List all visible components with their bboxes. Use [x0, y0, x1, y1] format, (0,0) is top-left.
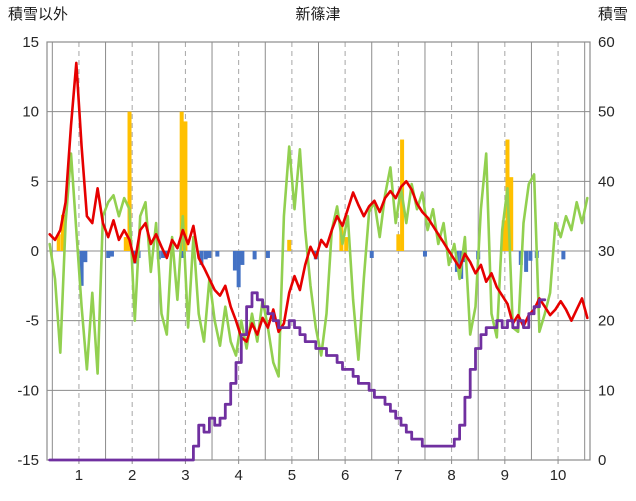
- svg-text:7: 7: [394, 467, 402, 484]
- svg-text:10: 10: [598, 382, 615, 399]
- left-axis-title: 積雪以外: [8, 6, 69, 23]
- svg-text:4: 4: [234, 467, 242, 484]
- svg-text:-10: -10: [17, 382, 39, 399]
- svg-text:6: 6: [341, 467, 349, 484]
- chart-title: 新篠津: [295, 6, 341, 23]
- svg-text:0: 0: [31, 243, 39, 260]
- svg-text:5: 5: [31, 173, 39, 190]
- svg-text:30: 30: [598, 243, 615, 260]
- svg-text:0: 0: [598, 452, 606, 469]
- right-axis-title: 積雪: [597, 6, 628, 23]
- svg-text:10: 10: [550, 467, 567, 484]
- svg-text:15: 15: [22, 34, 39, 51]
- svg-text:3: 3: [181, 467, 189, 484]
- svg-text:20: 20: [598, 313, 615, 330]
- svg-text:40: 40: [598, 173, 615, 190]
- svg-text:1: 1: [75, 467, 83, 484]
- svg-text:10: 10: [22, 104, 39, 121]
- svg-text:-5: -5: [26, 313, 39, 330]
- svg-text:50: 50: [598, 104, 615, 121]
- svg-text:9: 9: [501, 467, 509, 484]
- svg-text:8: 8: [447, 467, 455, 484]
- svg-text:-15: -15: [17, 452, 39, 469]
- svg-text:60: 60: [598, 34, 615, 51]
- svg-text:2: 2: [128, 467, 136, 484]
- svg-text:5: 5: [288, 467, 296, 484]
